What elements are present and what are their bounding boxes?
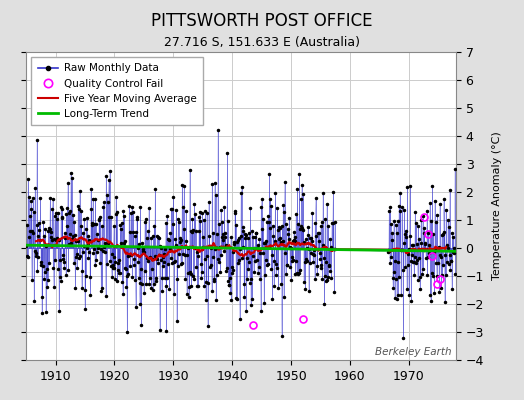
Text: PITTSWORTH POST OFFICE: PITTSWORTH POST OFFICE: [151, 12, 373, 30]
Legend: Raw Monthly Data, Quality Control Fail, Five Year Moving Average, Long-Term Tren: Raw Monthly Data, Quality Control Fail, …: [31, 57, 203, 125]
Text: 27.716 S, 151.633 E (Australia): 27.716 S, 151.633 E (Australia): [164, 36, 360, 49]
Y-axis label: Temperature Anomaly (°C): Temperature Anomaly (°C): [493, 132, 503, 280]
Text: Berkeley Earth: Berkeley Earth: [375, 347, 452, 357]
